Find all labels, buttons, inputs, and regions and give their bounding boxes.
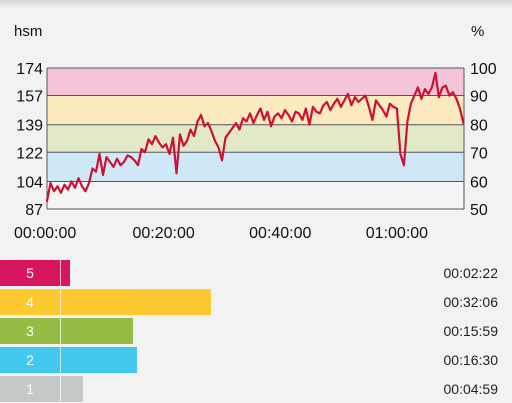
zone-label-5: 5 xyxy=(26,265,34,281)
zone-band-5 xyxy=(47,68,464,96)
y-right-tick-label: 90 xyxy=(470,89,488,106)
zone-bar-5 xyxy=(0,260,71,286)
y-right-tick-label: 50 xyxy=(470,202,488,219)
zone-time-5: 00:02:22 xyxy=(443,265,499,281)
zone-band-1 xyxy=(47,181,464,209)
zone-bar-2 xyxy=(0,347,138,373)
zone-divider xyxy=(60,347,61,373)
zone-row-3: 3 00:15:59 xyxy=(0,316,512,345)
y-right-tick-label: 60 xyxy=(470,174,488,191)
zone-row-5: 5 00:02:22 xyxy=(0,258,512,287)
zone-time-3: 00:15:59 xyxy=(443,323,499,339)
x-tick-label: 00:40:00 xyxy=(249,225,311,242)
y-right-tick-label: 80 xyxy=(470,118,488,135)
top-shadow xyxy=(0,0,512,8)
x-tick-label: 01:00:00 xyxy=(366,225,428,242)
zone-time-4: 00:32:06 xyxy=(443,294,499,310)
zone-band-2 xyxy=(47,152,464,182)
y-right-tick-label: 70 xyxy=(470,145,488,162)
zone-band-3 xyxy=(47,124,464,153)
y-left-tick-label: 104 xyxy=(16,174,43,191)
y-right-tick-label: 100 xyxy=(470,61,497,78)
zone-bar-3 xyxy=(0,318,134,344)
zone-divider xyxy=(60,376,61,402)
left-axis-unit: hsm xyxy=(14,23,42,40)
zone-bar-4 xyxy=(0,289,211,315)
y-left-tick-label: 139 xyxy=(16,118,43,135)
zone-time-1: 00:04:59 xyxy=(443,381,499,397)
heart-rate-chart: hsm % 87 104 122 139 157 174 50 60 70 80 90 100 00… xyxy=(14,23,497,242)
y-left-tick-label: 174 xyxy=(16,61,43,78)
zone-row-1: 1 00:04:59 xyxy=(0,374,512,403)
y-left-tick-label: 87 xyxy=(25,202,43,219)
zone-divider xyxy=(60,318,61,344)
x-tick-label: 00:00:00 xyxy=(14,225,76,242)
zone-label-1: 1 xyxy=(26,381,34,397)
zone-label-2: 2 xyxy=(26,352,34,368)
zone-label-3: 3 xyxy=(26,323,34,339)
zone-time-2: 00:16:30 xyxy=(443,352,499,368)
x-tick-label: 00:20:00 xyxy=(133,225,195,242)
zone-divider xyxy=(60,289,61,315)
heart-rate-line xyxy=(45,71,465,202)
zone-label-4: 4 xyxy=(26,294,34,310)
y-left-tick-label: 157 xyxy=(16,89,43,106)
zone-row-2: 2 00:16:30 xyxy=(0,345,512,374)
right-axis-unit: % xyxy=(471,23,484,40)
y-left-tick-label: 122 xyxy=(16,145,43,162)
zone-summary: 5 00:02:22 4 00:32:06 3 00:15:59 2 00:16… xyxy=(0,258,512,403)
zone-divider xyxy=(60,260,61,286)
zone-row-4: 4 00:32:06 xyxy=(0,287,512,316)
zone-bar-1 xyxy=(0,376,83,402)
